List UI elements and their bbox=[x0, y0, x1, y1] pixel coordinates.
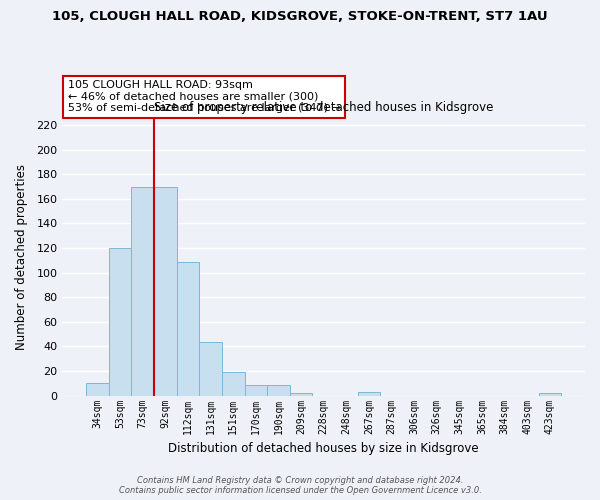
Bar bbox=[199, 342, 222, 396]
Bar bbox=[222, 372, 245, 396]
Y-axis label: Number of detached properties: Number of detached properties bbox=[15, 164, 28, 350]
Bar bbox=[245, 384, 267, 396]
Bar bbox=[109, 248, 131, 396]
Bar bbox=[176, 262, 199, 396]
Bar bbox=[290, 393, 313, 396]
Text: 105, CLOUGH HALL ROAD, KIDSGROVE, STOKE-ON-TRENT, ST7 1AU: 105, CLOUGH HALL ROAD, KIDSGROVE, STOKE-… bbox=[52, 10, 548, 23]
X-axis label: Distribution of detached houses by size in Kidsgrove: Distribution of detached houses by size … bbox=[169, 442, 479, 455]
Bar bbox=[539, 393, 561, 396]
Bar bbox=[86, 384, 109, 396]
Bar bbox=[131, 186, 154, 396]
Bar bbox=[358, 392, 380, 396]
Title: Size of property relative to detached houses in Kidsgrove: Size of property relative to detached ho… bbox=[154, 100, 493, 114]
Bar bbox=[154, 186, 176, 396]
Bar bbox=[267, 384, 290, 396]
Text: 105 CLOUGH HALL ROAD: 93sqm
← 46% of detached houses are smaller (300)
53% of se: 105 CLOUGH HALL ROAD: 93sqm ← 46% of det… bbox=[68, 80, 341, 114]
Text: Contains HM Land Registry data © Crown copyright and database right 2024.
Contai: Contains HM Land Registry data © Crown c… bbox=[119, 476, 481, 495]
